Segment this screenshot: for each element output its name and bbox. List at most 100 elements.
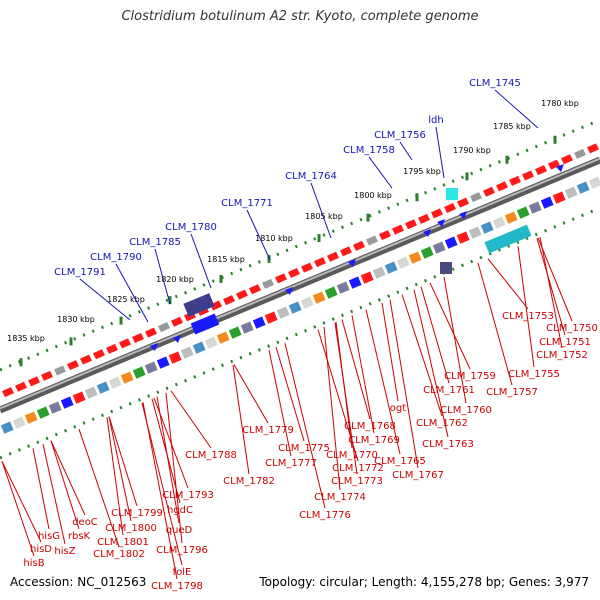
- gene-block: [204, 336, 218, 349]
- gene-arrow: [366, 235, 378, 246]
- gene-arrow: [574, 148, 586, 159]
- leader-line-lower: [268, 349, 292, 457]
- leader-line-lower: [341, 319, 371, 420]
- gene-block: [192, 341, 206, 354]
- gene-label-lower: CLM_1770: [326, 450, 378, 461]
- gene-block: [144, 361, 158, 374]
- ruler-tick-label: 1800 kbp: [354, 191, 392, 200]
- ruler-track-inner: [0, 206, 600, 460]
- leader-line-lower: [389, 299, 419, 469]
- gene-arrow: [327, 251, 339, 262]
- gene-label-lower: CLM_1769: [348, 435, 400, 446]
- gene-label-lower: CLM_1751: [539, 337, 591, 348]
- gene-arrow: [54, 365, 66, 376]
- leader-line-lower: [381, 302, 399, 402]
- gene-arrow: [548, 159, 560, 170]
- gene-arrow-blue: [459, 211, 467, 219]
- gene-label-upper: CLM_1764: [285, 171, 337, 182]
- gene-arrow: [262, 278, 274, 289]
- gene-arrow: [379, 230, 391, 241]
- leader-line-upper: [368, 156, 393, 189]
- accession-label: Accession:: [10, 575, 74, 589]
- leader-line-lower: [536, 238, 566, 336]
- gene-arrow: [444, 203, 456, 213]
- leader-line-lower: [232, 364, 250, 475]
- gene-block: [336, 281, 350, 294]
- gene-block: [0, 421, 14, 434]
- reverse-strand-genes: [0, 176, 600, 434]
- gene-block: [72, 391, 86, 404]
- gene-block: [516, 206, 530, 219]
- gene-block: [540, 196, 554, 209]
- gene-arrow: [353, 240, 365, 251]
- gene-block: [96, 381, 110, 394]
- gene-block-slate: [440, 262, 452, 274]
- gene-label-lower: folE: [173, 567, 192, 578]
- gene-label-lower: CLM_1762: [416, 418, 468, 429]
- gene-label-lower: CLM_1777: [265, 458, 317, 469]
- ruler-tick-label: 1790 kbp: [453, 146, 491, 155]
- gene-arrow: [275, 273, 287, 284]
- gene-label-upper: CLM_1780: [165, 222, 217, 233]
- leader-line-upper: [494, 89, 539, 129]
- leader-line-upper: [190, 233, 212, 289]
- gene-label-lower: CLM_1772: [332, 463, 384, 474]
- gene-label-lower: CLM_1799: [111, 508, 163, 519]
- map-title: Clostridium botulinum A2 str. Kyoto, com…: [121, 9, 479, 24]
- gene-arrow: [210, 300, 222, 311]
- gene-block: [468, 226, 482, 239]
- ruler-tick-label: 1825 kbp: [107, 295, 145, 304]
- gene-block: [504, 211, 518, 224]
- gene-block: [588, 176, 600, 189]
- leader-line-lower: [413, 289, 449, 438]
- gene-label-upper: CLM_1758: [343, 145, 395, 156]
- accession-line: Accession: NC_012563: [10, 575, 146, 589]
- gene-label-upper: CLM_1745: [469, 78, 521, 89]
- gene-label-lower: CLM_1793: [162, 490, 214, 501]
- leader-line-lower: [487, 258, 529, 310]
- ruler-tick-label: 1810 kbp: [255, 234, 293, 243]
- leader-line-lower: [170, 390, 212, 449]
- gene-block: [552, 191, 566, 204]
- gene-block: [432, 241, 446, 254]
- genome-backbone-highlight: [0, 157, 600, 410]
- leader-line-lower: [275, 346, 305, 442]
- ruler-tick-label: 1835 kbp: [7, 334, 45, 343]
- leader-line-upper: [435, 126, 445, 179]
- genome-backbone: [0, 156, 600, 414]
- gene-block: [264, 311, 278, 324]
- gene-arrow: [2, 387, 14, 398]
- gene-label-lower: CLM_1782: [223, 476, 275, 487]
- leader-line-upper: [310, 182, 332, 239]
- gene-label-lower: CLM_1753: [502, 311, 554, 322]
- gene-arrow: [587, 143, 599, 154]
- gene-arrow: [483, 186, 495, 197]
- gene-arrow-blue: [150, 343, 158, 351]
- gene-block: [228, 326, 242, 339]
- gene-block: [84, 386, 98, 399]
- gene-block: [12, 416, 26, 429]
- leader-line-upper: [79, 278, 131, 321]
- gene-arrow: [457, 197, 469, 208]
- leader-line-lower: [142, 402, 178, 580]
- leader-line-lower: [284, 343, 326, 509]
- gene-block: [396, 256, 410, 269]
- ruler-tick-label: 1780 kbp: [541, 99, 579, 108]
- gene-block: [288, 301, 302, 314]
- gene-arrow-blue: [556, 164, 564, 172]
- gene-block: [168, 351, 182, 364]
- leader-line-lower: [50, 440, 86, 516]
- gene-arrow: [392, 224, 404, 235]
- gene-arrow: [405, 219, 417, 230]
- gene-block: [240, 321, 254, 334]
- gene-label-lower: CLM_1757: [486, 387, 538, 398]
- leader-line-lower: [1, 460, 42, 543]
- gene-label-lower: CLM_1761: [423, 385, 475, 396]
- gene-block: [120, 371, 134, 384]
- gene-block: [24, 411, 38, 424]
- gene-block: [528, 201, 542, 214]
- gene-block: [180, 346, 194, 359]
- gene-arrow: [106, 343, 118, 354]
- leader-line-lower: [420, 286, 450, 384]
- gene-label-upper: CLM_1785: [129, 237, 181, 248]
